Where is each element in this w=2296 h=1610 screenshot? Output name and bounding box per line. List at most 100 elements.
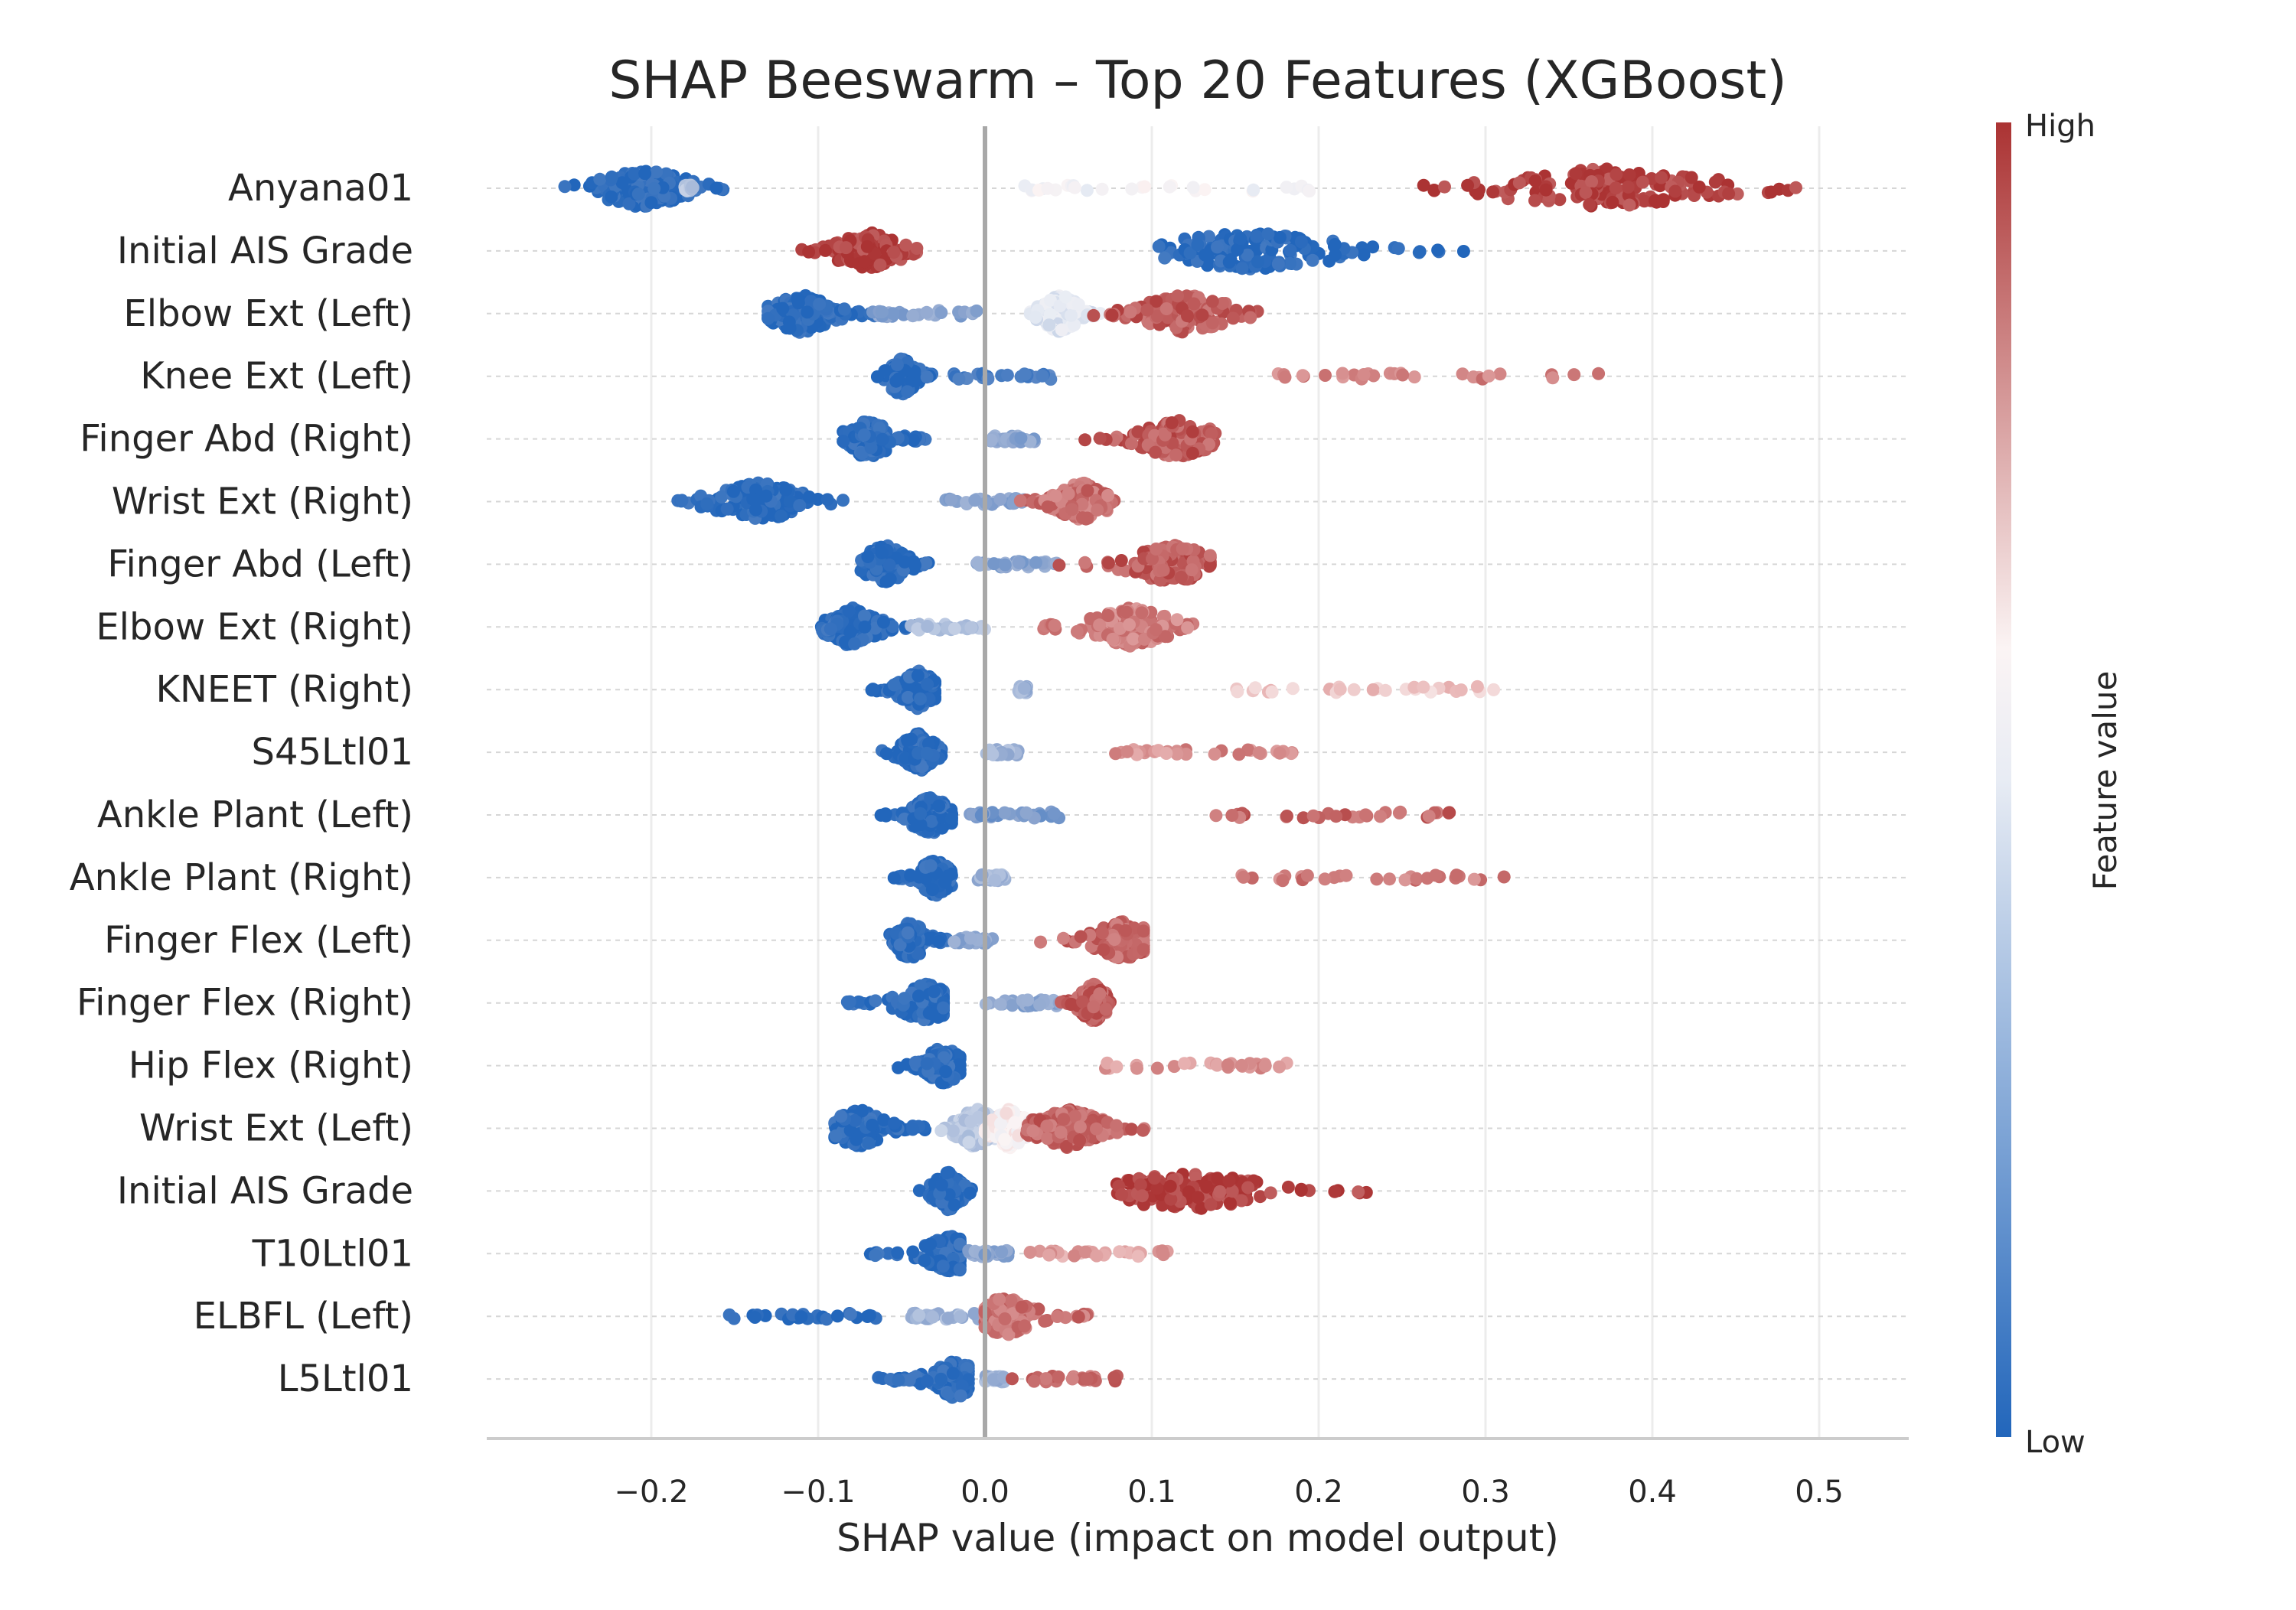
shap-point bbox=[1367, 683, 1380, 696]
shap-point bbox=[970, 305, 983, 318]
shap-point bbox=[994, 998, 1007, 1011]
shap-point bbox=[1181, 309, 1194, 322]
shap-point bbox=[1048, 807, 1061, 820]
shap-point bbox=[710, 181, 723, 194]
shap-point bbox=[912, 989, 925, 1002]
shap-point bbox=[999, 559, 1012, 572]
shap-point bbox=[1171, 289, 1184, 302]
shap-point bbox=[1301, 869, 1314, 882]
shap-point bbox=[1209, 809, 1222, 822]
shap-point bbox=[1623, 199, 1636, 212]
shap-point bbox=[925, 859, 938, 872]
shap-point bbox=[1178, 1057, 1191, 1070]
shap-point bbox=[843, 996, 856, 1009]
shap-point bbox=[944, 494, 957, 507]
shap-point bbox=[1110, 1119, 1123, 1132]
shap-point bbox=[911, 819, 924, 832]
shap-point bbox=[1423, 810, 1436, 823]
shap-point bbox=[1009, 1116, 1022, 1129]
shap-point bbox=[1040, 1120, 1053, 1133]
shap-point bbox=[727, 485, 740, 498]
shap-point bbox=[1223, 256, 1236, 269]
shap-point bbox=[907, 556, 920, 569]
shap-point bbox=[1057, 932, 1070, 945]
shap-point bbox=[1498, 871, 1511, 884]
shap-point bbox=[1765, 186, 1778, 199]
shap-point bbox=[1059, 291, 1072, 304]
shap-point bbox=[1247, 184, 1260, 197]
shap-point bbox=[1137, 943, 1150, 956]
shap-point bbox=[858, 429, 871, 442]
shap-point bbox=[1052, 559, 1065, 572]
shap-point bbox=[1370, 872, 1383, 885]
shap-point bbox=[1231, 243, 1244, 256]
shap-point bbox=[1110, 1061, 1123, 1074]
shap-point bbox=[1567, 368, 1580, 381]
shap-point bbox=[1266, 686, 1279, 699]
shap-point bbox=[934, 306, 947, 319]
shap-point bbox=[1227, 311, 1240, 324]
shap-point bbox=[948, 622, 961, 635]
shap-point bbox=[1461, 179, 1474, 192]
shap-point bbox=[1014, 494, 1027, 507]
shap-point bbox=[920, 306, 933, 319]
shap-point bbox=[1274, 231, 1287, 244]
shap-point bbox=[848, 637, 861, 650]
shap-point bbox=[1191, 238, 1204, 251]
shap-point bbox=[964, 932, 977, 945]
shap-point bbox=[1140, 304, 1153, 317]
shap-point bbox=[821, 493, 834, 506]
shap-point bbox=[1049, 490, 1062, 503]
shap-point bbox=[964, 621, 977, 634]
shap-point bbox=[932, 935, 945, 948]
shap-point bbox=[1196, 308, 1209, 321]
shap-point bbox=[1055, 324, 1068, 337]
shap-point bbox=[632, 187, 645, 200]
shap-point bbox=[1029, 556, 1042, 569]
shap-point bbox=[1429, 869, 1442, 882]
shap-point bbox=[1606, 196, 1619, 209]
shap-point bbox=[1021, 993, 1034, 1006]
shap-point bbox=[840, 241, 853, 254]
shap-point bbox=[1610, 168, 1623, 181]
shap-point bbox=[1101, 489, 1114, 502]
shap-point bbox=[1159, 747, 1172, 760]
shap-point bbox=[721, 503, 734, 516]
shap-point bbox=[1176, 543, 1189, 556]
shap-point bbox=[1055, 1126, 1068, 1139]
shap-point bbox=[1078, 556, 1091, 569]
shap-point bbox=[937, 1002, 950, 1015]
shap-point bbox=[801, 305, 814, 318]
shap-point bbox=[1457, 245, 1470, 258]
shap-point bbox=[776, 302, 789, 315]
shap-point bbox=[1274, 747, 1287, 760]
shap-point bbox=[1487, 683, 1500, 696]
shap-point bbox=[1237, 871, 1250, 884]
shap-point bbox=[964, 1115, 977, 1128]
shap-point bbox=[830, 1129, 843, 1142]
shap-point bbox=[1319, 872, 1332, 885]
shap-point bbox=[1013, 556, 1026, 569]
shap-point bbox=[865, 442, 878, 455]
shap-point bbox=[1035, 370, 1049, 383]
shap-point bbox=[1150, 623, 1163, 636]
shap-point bbox=[1125, 183, 1138, 196]
shap-point bbox=[1359, 808, 1372, 821]
shap-point bbox=[1379, 684, 1392, 697]
shap-point bbox=[1186, 425, 1199, 438]
shap-point bbox=[1280, 810, 1293, 823]
shap-point bbox=[1188, 298, 1201, 311]
shap-point bbox=[1109, 747, 1122, 760]
shap-point bbox=[686, 181, 699, 194]
shap-point bbox=[1033, 999, 1046, 1012]
shap-point bbox=[1130, 1062, 1143, 1075]
shap-point bbox=[934, 1124, 947, 1137]
shap-point bbox=[1119, 924, 1132, 937]
shap-point bbox=[963, 1136, 976, 1149]
shap-point bbox=[1232, 748, 1245, 761]
shap-point bbox=[1102, 556, 1115, 569]
shap-point bbox=[1636, 176, 1649, 189]
shap-point bbox=[921, 678, 934, 691]
shap-point bbox=[1199, 183, 1212, 196]
